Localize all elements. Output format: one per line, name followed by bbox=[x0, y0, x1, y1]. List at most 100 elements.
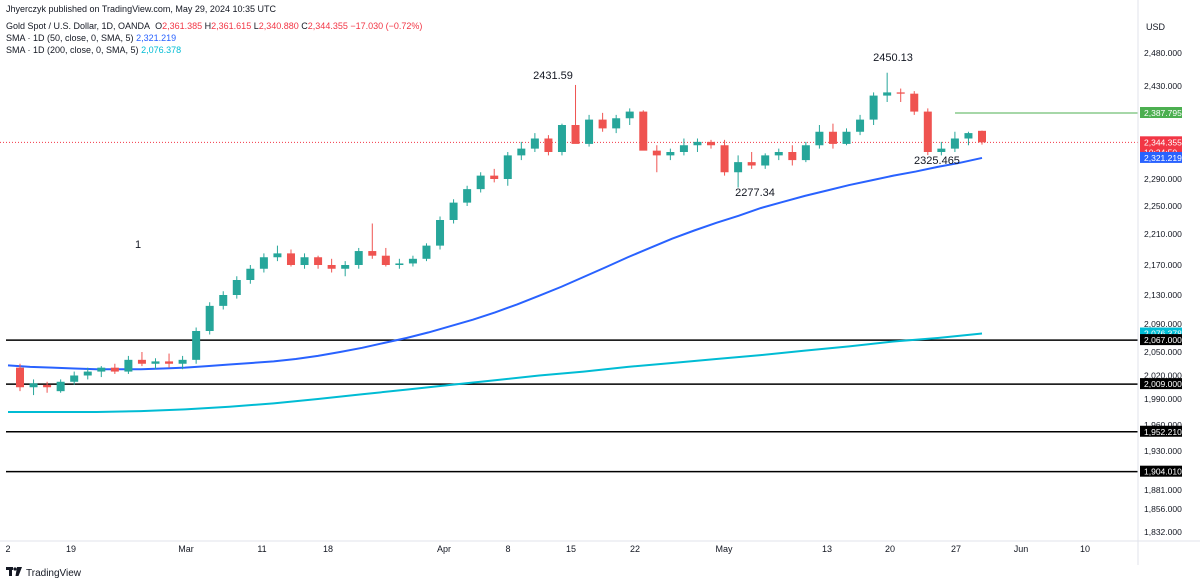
candle-body bbox=[707, 141, 716, 146]
candle[interactable] bbox=[259, 253, 268, 273]
sma50-line[interactable] bbox=[7, 156, 983, 371]
candle[interactable] bbox=[300, 253, 309, 269]
candle[interactable] bbox=[29, 379, 38, 396]
candle[interactable] bbox=[178, 355, 187, 370]
candle[interactable] bbox=[110, 363, 119, 374]
candle-body bbox=[29, 383, 38, 388]
candle[interactable] bbox=[83, 367, 92, 380]
candle[interactable] bbox=[883, 72, 892, 102]
candle[interactable] bbox=[585, 114, 594, 147]
candle[interactable] bbox=[151, 358, 160, 370]
candle-body bbox=[923, 111, 932, 152]
candle[interactable] bbox=[137, 352, 146, 367]
candle[interactable] bbox=[273, 245, 282, 262]
price-tick-label: 2,430.000 bbox=[1144, 81, 1182, 91]
candle[interactable] bbox=[476, 172, 485, 193]
candle[interactable] bbox=[679, 138, 688, 156]
candle[interactable] bbox=[625, 108, 634, 126]
candle[interactable] bbox=[422, 243, 431, 262]
chart-annotation: 2325.465 bbox=[914, 155, 960, 167]
candle[interactable] bbox=[16, 363, 24, 392]
candle[interactable] bbox=[869, 92, 878, 126]
candle[interactable] bbox=[314, 255, 323, 269]
candle[interactable] bbox=[219, 291, 228, 310]
candle[interactable] bbox=[978, 130, 986, 145]
candle[interactable] bbox=[666, 148, 675, 161]
sma200-line[interactable] bbox=[8, 332, 983, 413]
candle[interactable] bbox=[896, 88, 905, 102]
candle-body bbox=[679, 145, 688, 152]
price-badge-label: 1,952.210 bbox=[1144, 427, 1182, 437]
candle[interactable] bbox=[530, 133, 539, 152]
candle[interactable] bbox=[436, 216, 445, 250]
candle-body bbox=[747, 162, 756, 166]
candle[interactable] bbox=[950, 131, 959, 152]
candle[interactable] bbox=[503, 152, 512, 186]
candle[interactable] bbox=[707, 139, 716, 149]
candle[interactable] bbox=[449, 199, 458, 224]
candle[interactable] bbox=[910, 91, 919, 115]
candle[interactable] bbox=[774, 148, 783, 161]
price-badge-label: 1,904.010 bbox=[1144, 467, 1182, 477]
candle[interactable] bbox=[815, 125, 824, 149]
candle[interactable] bbox=[652, 145, 661, 173]
candle[interactable] bbox=[395, 258, 404, 269]
tradingview-footer[interactable]: TradingView bbox=[6, 567, 81, 579]
candle[interactable] bbox=[286, 249, 295, 267]
candle[interactable] bbox=[693, 138, 702, 152]
candle[interactable] bbox=[354, 247, 363, 269]
candle[interactable] bbox=[937, 141, 946, 156]
candle[interactable] bbox=[368, 223, 377, 259]
price-tick-label: 2,050.000 bbox=[1144, 347, 1182, 357]
candle[interactable] bbox=[801, 141, 810, 163]
candle[interactable] bbox=[856, 114, 865, 136]
candle[interactable] bbox=[761, 153, 770, 169]
candle-body bbox=[232, 280, 241, 295]
candle-body bbox=[869, 95, 878, 120]
ohlc-o-label: O bbox=[155, 21, 163, 31]
candle[interactable] bbox=[557, 123, 566, 156]
candle[interactable] bbox=[923, 108, 932, 156]
candle[interactable] bbox=[327, 258, 336, 273]
candle[interactable] bbox=[734, 155, 743, 188]
candle[interactable] bbox=[124, 355, 133, 374]
candle[interactable] bbox=[341, 261, 350, 277]
candle[interactable] bbox=[408, 255, 417, 267]
candle[interactable] bbox=[788, 145, 797, 166]
candle[interactable] bbox=[232, 276, 241, 299]
candle-body bbox=[463, 189, 472, 203]
candle[interactable] bbox=[192, 327, 201, 364]
candle[interactable] bbox=[165, 353, 174, 368]
price-tick-label: 1,930.000 bbox=[1144, 446, 1182, 456]
candle[interactable] bbox=[612, 114, 621, 134]
candle[interactable] bbox=[544, 135, 553, 156]
candle[interactable] bbox=[517, 141, 526, 161]
candle[interactable] bbox=[598, 112, 607, 132]
candle[interactable] bbox=[205, 302, 214, 335]
candle[interactable] bbox=[70, 371, 79, 385]
candle[interactable] bbox=[639, 110, 648, 151]
candle-body bbox=[693, 141, 702, 146]
candle[interactable] bbox=[246, 265, 255, 284]
candle[interactable] bbox=[43, 381, 52, 393]
candle-body bbox=[828, 131, 837, 144]
sma50-legend[interactable]: SMA · 1D (50, close, 0, SMA, 5) 2,321.21… bbox=[6, 33, 176, 44]
candle[interactable] bbox=[571, 84, 580, 144]
publisher-line: Jhyerczyk published on TradingView.com, … bbox=[6, 4, 276, 14]
candle[interactable] bbox=[56, 379, 65, 393]
candle[interactable] bbox=[720, 139, 729, 176]
candle[interactable] bbox=[463, 185, 472, 206]
candle[interactable] bbox=[964, 131, 973, 146]
candle[interactable] bbox=[381, 247, 390, 267]
candle[interactable] bbox=[490, 168, 499, 183]
price-badge bbox=[1140, 465, 1182, 477]
currency-label: USD bbox=[1146, 22, 1166, 32]
candle[interactable] bbox=[828, 123, 837, 149]
candle[interactable] bbox=[97, 366, 106, 378]
sma200-legend[interactable]: SMA · 1D (200, close, 0, SMA, 5) 2,076.3… bbox=[6, 45, 181, 56]
candle[interactable] bbox=[747, 152, 756, 169]
candle-body bbox=[503, 155, 512, 179]
candle[interactable] bbox=[842, 128, 851, 146]
chart-annotation: 1 bbox=[135, 239, 141, 251]
